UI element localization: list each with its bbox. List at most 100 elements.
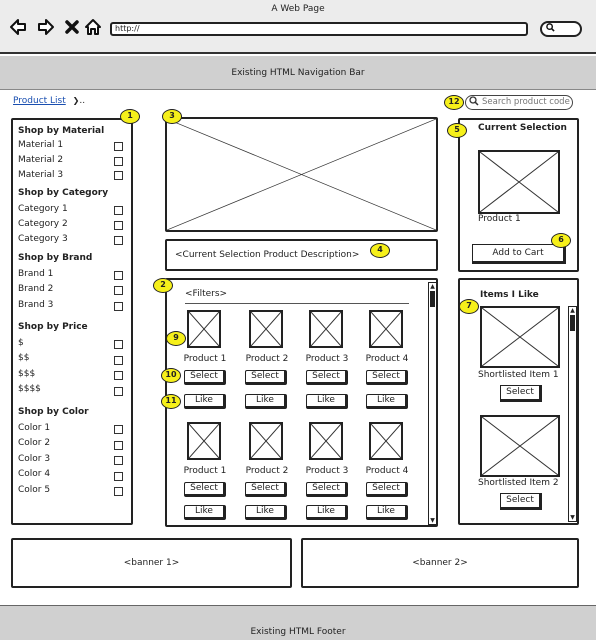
like-button[interactable]: Like bbox=[306, 505, 348, 520]
like-button[interactable]: Like bbox=[245, 394, 287, 409]
product-thumbnail[interactable] bbox=[187, 422, 221, 460]
product-thumbnail[interactable] bbox=[309, 422, 343, 460]
banner-2[interactable]: <banner 2> bbox=[301, 538, 579, 588]
checkbox-color-2[interactable] bbox=[114, 441, 123, 450]
product-thumbnail[interactable] bbox=[369, 422, 403, 460]
checkbox-brand-3[interactable] bbox=[114, 302, 123, 311]
sidebar-heading-brand: Shop by Brand bbox=[18, 253, 93, 263]
callout-badge-2: 2 bbox=[153, 278, 173, 293]
image-placeholder-icon bbox=[371, 312, 401, 346]
shortlisted-item-image bbox=[480, 306, 560, 368]
image-placeholder-icon bbox=[251, 424, 281, 458]
search-icon bbox=[469, 96, 479, 110]
sidebar-item-category-3: Category 3 bbox=[18, 234, 68, 244]
select-button[interactable]: Select bbox=[366, 482, 408, 497]
image-placeholder-icon bbox=[482, 308, 558, 366]
add-to-cart-button[interactable]: Add to Cart bbox=[472, 244, 566, 264]
scroll-down-icon[interactable]: ▼ bbox=[430, 517, 435, 524]
select-button[interactable]: Select bbox=[245, 482, 287, 497]
sidebar-heading-price: Shop by Price bbox=[18, 322, 88, 332]
product-hero-image bbox=[165, 117, 438, 232]
callout-badge-11: 11 bbox=[161, 394, 181, 409]
sidebar-item-brand-1: Brand 1 bbox=[18, 269, 54, 279]
product-name: Product 4 bbox=[365, 354, 409, 364]
checkbox-material-2[interactable] bbox=[114, 157, 123, 166]
select-button[interactable]: Select bbox=[306, 370, 348, 385]
product-description: <Current Selection Product Description> bbox=[165, 239, 438, 271]
callout-badge-10: 10 bbox=[161, 368, 181, 383]
product-description-text: <Current Selection Product Description> bbox=[175, 250, 360, 260]
product-thumbnail[interactable] bbox=[249, 310, 283, 348]
sidebar-item-brand-2: Brand 2 bbox=[18, 284, 54, 294]
select-button[interactable]: Select bbox=[500, 385, 542, 402]
navigation-bar-label: Existing HTML Navigation Bar bbox=[231, 67, 365, 78]
product-thumbnail[interactable] bbox=[187, 310, 221, 348]
scroll-down-icon[interactable]: ▼ bbox=[570, 514, 575, 521]
breadcrumb-separator-icon: ❯ bbox=[72, 96, 80, 105]
checkbox-category-3[interactable] bbox=[114, 236, 123, 245]
image-placeholder-icon bbox=[371, 424, 401, 458]
grid-scrollbar[interactable]: ▲ ▼ bbox=[428, 282, 437, 525]
select-button[interactable]: Select bbox=[245, 370, 287, 385]
product-name: Product 4 bbox=[365, 466, 409, 476]
checkbox-color-3[interactable] bbox=[114, 456, 123, 465]
banner-1[interactable]: <banner 1> bbox=[11, 538, 292, 588]
callout-badge-9: 9 bbox=[166, 331, 186, 346]
checkbox-price-4[interactable] bbox=[114, 387, 123, 396]
liked-scrollbar[interactable]: ▲ ▼ bbox=[568, 306, 577, 522]
like-button[interactable]: Like bbox=[184, 505, 226, 520]
product-thumbnail[interactable] bbox=[249, 422, 283, 460]
checkbox-color-4[interactable] bbox=[114, 472, 123, 481]
breadcrumb-rest: .. bbox=[79, 96, 86, 106]
sidebar-item-price-3: $$$ bbox=[18, 369, 36, 379]
arrow-left-icon[interactable] bbox=[9, 18, 27, 36]
shortlisted-item-name: Shortlisted Item 1 bbox=[478, 370, 559, 380]
checkbox-brand-2[interactable] bbox=[114, 286, 123, 295]
image-placeholder-icon bbox=[482, 417, 558, 475]
like-button[interactable]: Like bbox=[366, 505, 408, 520]
checkbox-brand-1[interactable] bbox=[114, 271, 123, 280]
checkbox-price-2[interactable] bbox=[114, 356, 123, 365]
product-grid: <Filters> Product 1 Product 2 Product 3 … bbox=[165, 278, 438, 527]
scroll-up-icon[interactable]: ▲ bbox=[430, 283, 435, 290]
select-button[interactable]: Select bbox=[366, 370, 408, 385]
select-button[interactable]: Select bbox=[184, 482, 226, 497]
image-placeholder-icon bbox=[167, 119, 436, 230]
banner-1-label: <banner 1> bbox=[123, 558, 180, 568]
scroll-up-icon[interactable]: ▲ bbox=[570, 307, 575, 314]
like-button[interactable]: Like bbox=[306, 394, 348, 409]
checkbox-material-3[interactable] bbox=[114, 171, 123, 180]
navigation-bar: Existing HTML Navigation Bar bbox=[0, 56, 596, 90]
checkbox-price-1[interactable] bbox=[114, 340, 123, 349]
browser-search-field[interactable] bbox=[540, 21, 582, 37]
select-button[interactable]: Select bbox=[500, 493, 542, 510]
product-name: Product 2 bbox=[245, 354, 289, 364]
scrollbar-thumb[interactable] bbox=[570, 315, 575, 331]
filters-toggle[interactable]: <Filters> bbox=[185, 289, 228, 299]
scrollbar-thumb[interactable] bbox=[430, 291, 435, 307]
checkbox-material-1[interactable] bbox=[114, 142, 123, 151]
checkbox-color-1[interactable] bbox=[114, 425, 123, 434]
close-icon[interactable] bbox=[63, 18, 81, 36]
sidebar-item-material-2: Material 2 bbox=[18, 155, 64, 165]
checkbox-color-5[interactable] bbox=[114, 487, 123, 496]
like-button[interactable]: Like bbox=[184, 394, 226, 409]
select-button[interactable]: Select bbox=[306, 482, 348, 497]
callout-badge-1: 1 bbox=[120, 109, 140, 124]
breadcrumb-link-product-list[interactable]: Product List bbox=[13, 96, 66, 106]
current-selection-image bbox=[478, 150, 560, 214]
select-button[interactable]: Select bbox=[184, 370, 226, 385]
product-search-input[interactable]: Search product code bbox=[465, 95, 573, 110]
checkbox-category-2[interactable] bbox=[114, 221, 123, 230]
product-thumbnail[interactable] bbox=[309, 310, 343, 348]
checkbox-price-3[interactable] bbox=[114, 371, 123, 380]
sidebar-item-material-1: Material 1 bbox=[18, 140, 64, 150]
url-bar[interactable]: http:// bbox=[110, 22, 528, 36]
checkbox-category-1[interactable] bbox=[114, 206, 123, 215]
window-title: A Web Page bbox=[271, 4, 325, 14]
like-button[interactable]: Like bbox=[366, 394, 408, 409]
like-button[interactable]: Like bbox=[245, 505, 287, 520]
arrow-right-icon[interactable] bbox=[37, 18, 55, 36]
product-thumbnail[interactable] bbox=[369, 310, 403, 348]
home-icon[interactable] bbox=[84, 18, 102, 36]
